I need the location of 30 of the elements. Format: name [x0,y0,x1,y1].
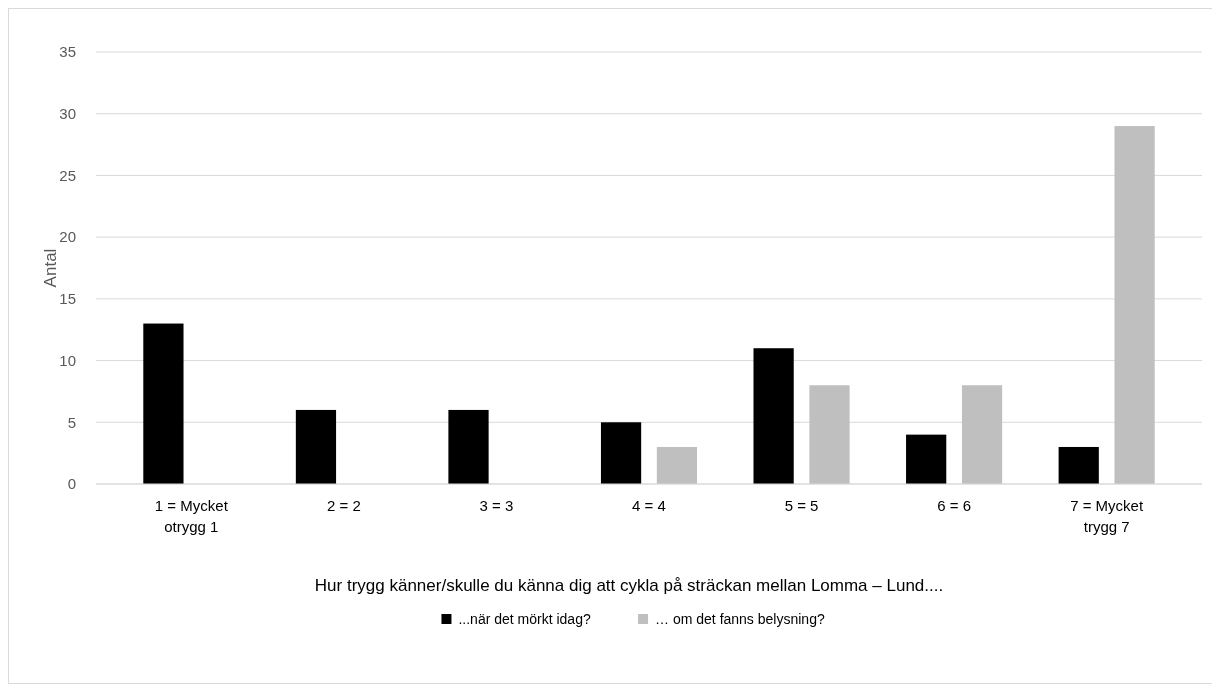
bar [143,323,184,484]
y-tick-label: 35 [59,43,76,61]
x-axis-title: Hur trygg känner/skulle du känna dig att cykla på sträckan mellan Lomma – Lund.... [314,576,944,595]
x-tick-label: 2 = 2 [327,497,361,514]
bar [1114,126,1155,484]
x-tick-label: 1 = Mycket otrygg 1 [154,497,229,535]
bar [448,409,489,484]
bar [295,409,337,484]
x-tick-label: 7 = Mycket trygg 7 [1070,497,1144,535]
bar [809,385,850,484]
y-tick-label: 30 [59,104,76,122]
bar [600,422,642,484]
y-tick-label: 5 [67,413,76,431]
y-tick-label: 0 [67,475,76,493]
x-tick-label: 4 = 4 [632,497,666,514]
bar [961,385,1003,484]
legend-label: ...när det mörkt idag? [458,611,591,627]
x-tick-label: 6 = 6 [937,497,971,514]
bar [753,348,794,484]
bar [906,434,947,484]
legend-label: … om det fanns belysning? [655,611,825,627]
y-axis-title: Antal [41,248,60,288]
bar [656,446,698,484]
y-tick-label: 15 [59,290,76,308]
y-tick-label: 25 [59,166,76,184]
x-tick-label: 5 = 5 [784,497,819,514]
x-tick-label: 3 = 3 [479,497,514,514]
y-tick-label: 10 [59,351,76,369]
y-tick-label: 20 [59,228,76,246]
bar [1058,446,1099,484]
